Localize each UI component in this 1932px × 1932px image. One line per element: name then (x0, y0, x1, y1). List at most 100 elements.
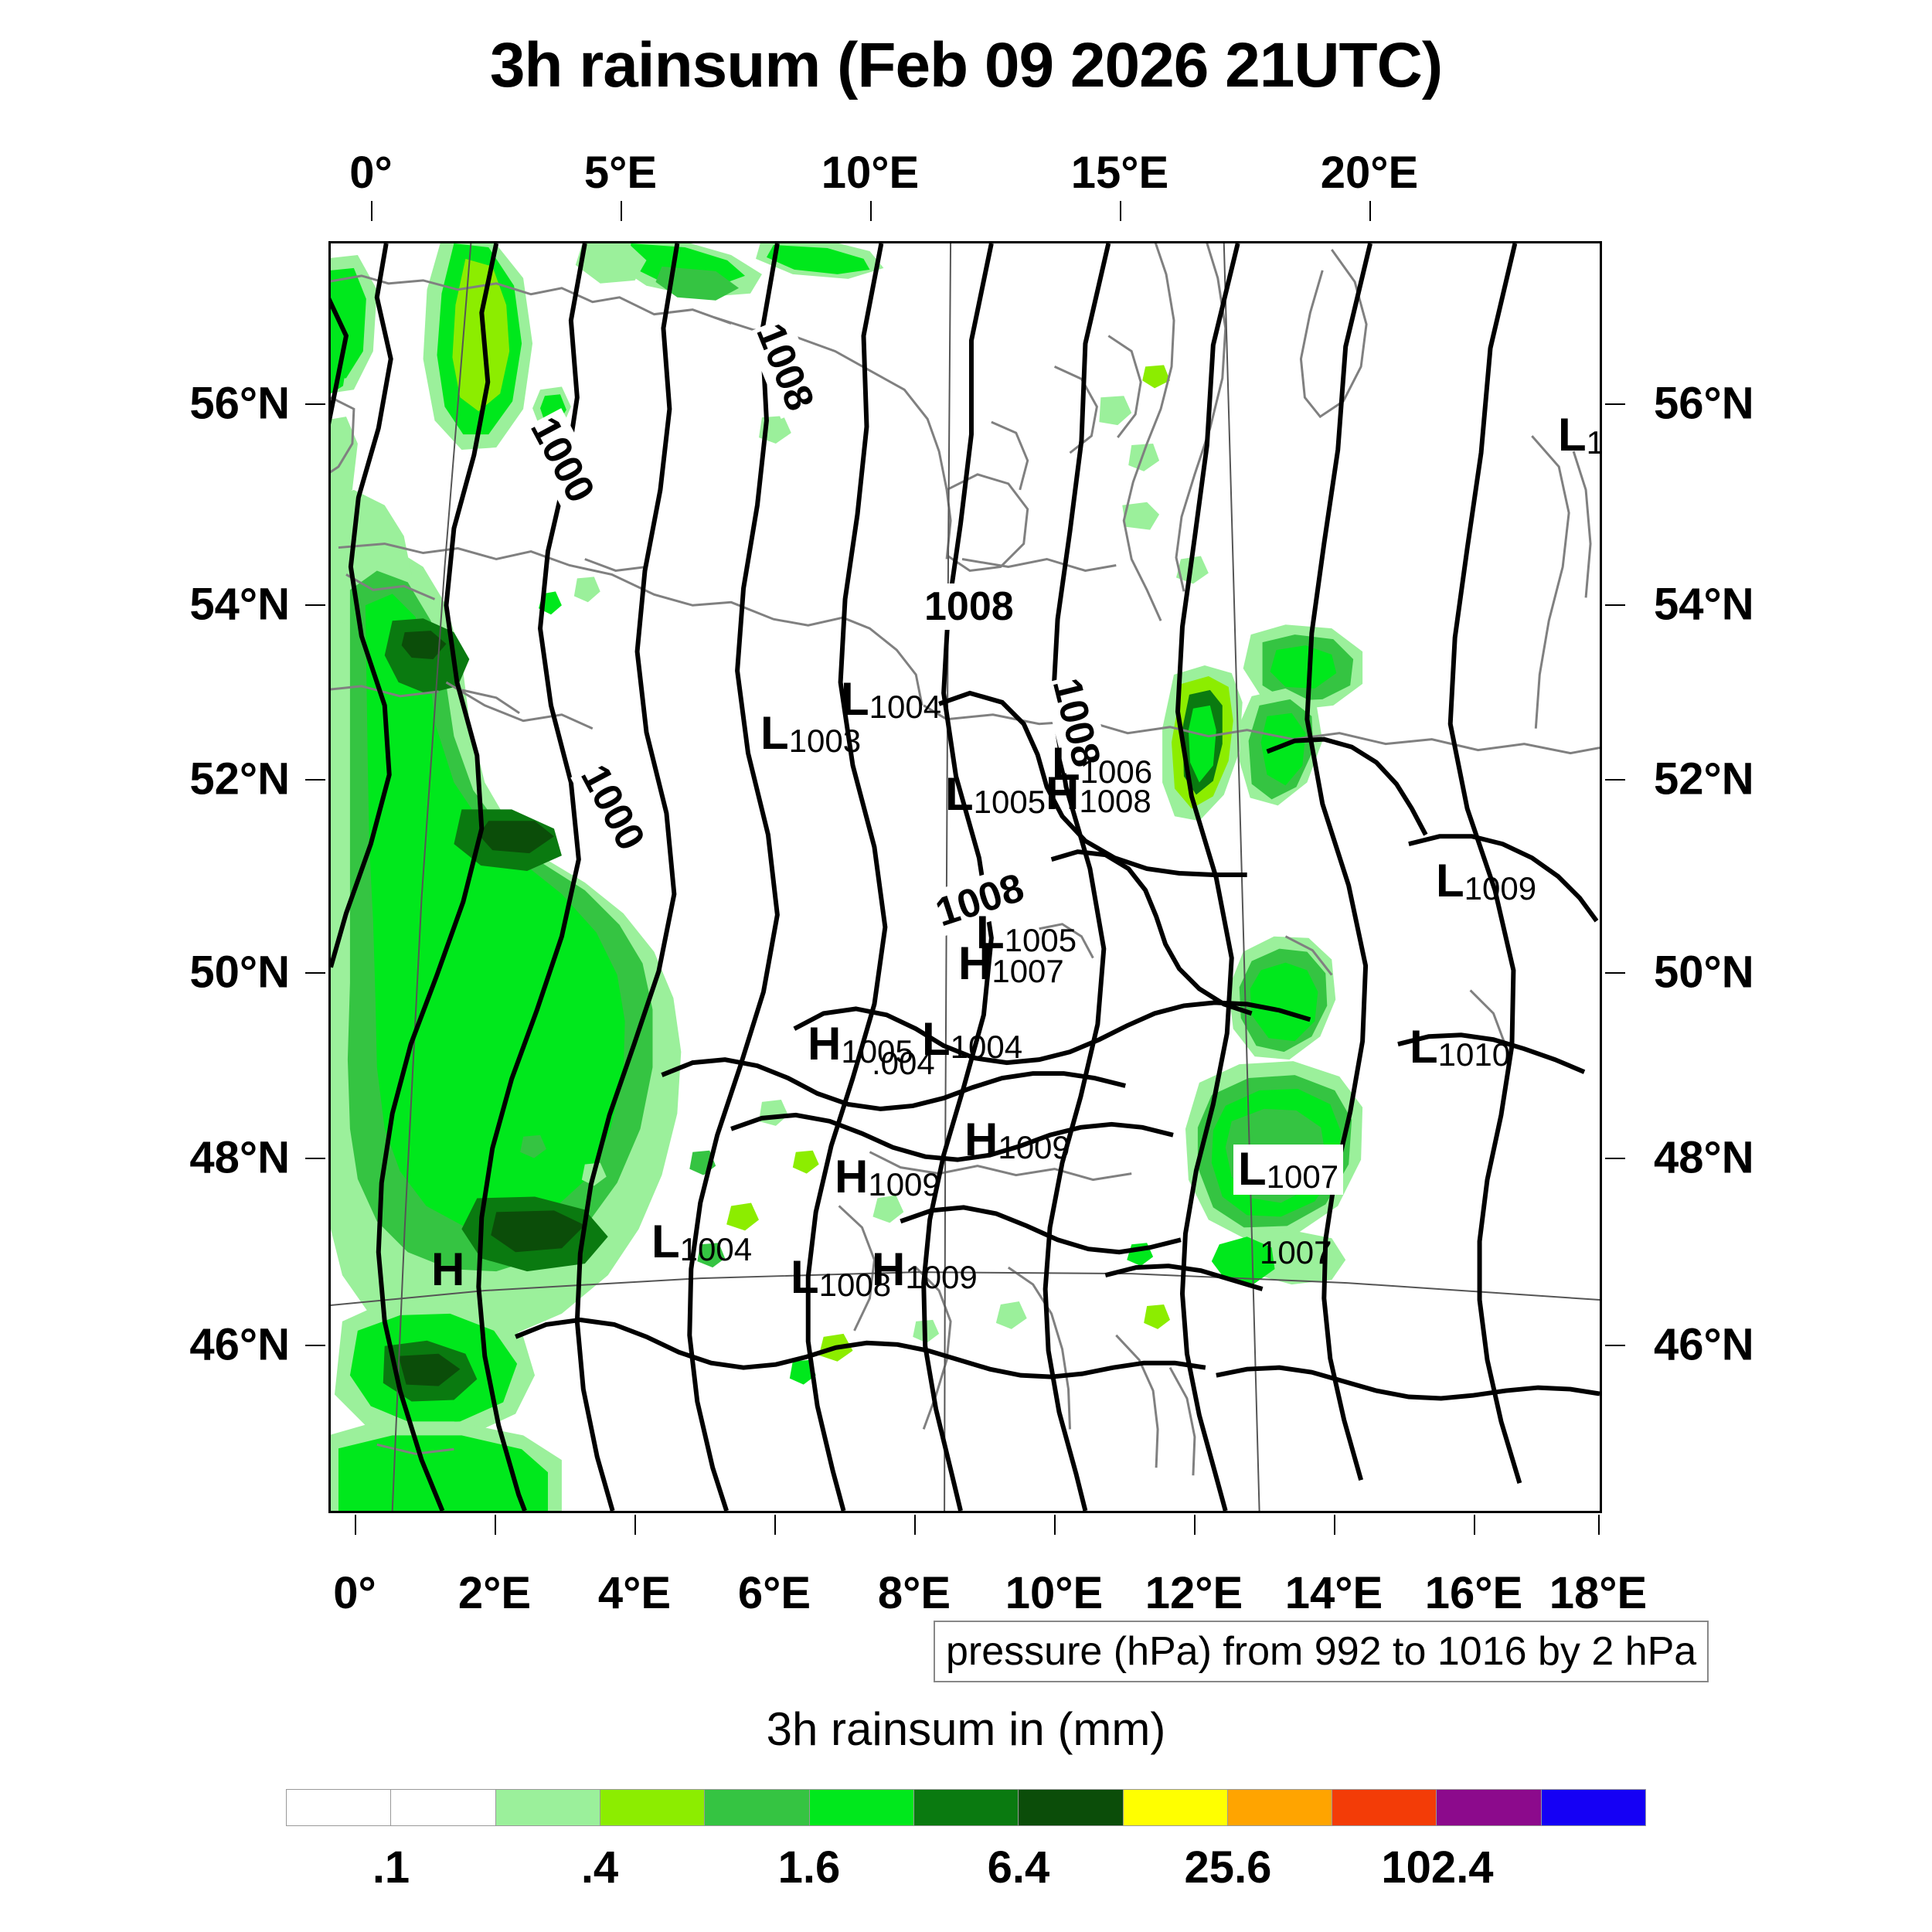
colorbar-tick-1: .4 (580, 1842, 619, 1893)
tick-bot-5 (1054, 1515, 1056, 1535)
axis-label-top-2: 10°E (821, 148, 920, 198)
axis-label-left-4: 48°N (189, 1132, 290, 1183)
tick-top-4 (1369, 201, 1371, 221)
page-title: 3h rainsum (Feb 09 2026 21UTC) (489, 30, 1443, 100)
map-plot-area[interactable]: 1000 1000 1008 1008 1008 1008 L1010 H101… (328, 241, 1602, 1513)
marker-type-h: H (431, 1243, 465, 1295)
axis-label-right-5: 46°N (1654, 1319, 1754, 1370)
pressure-marker-h-1005: H1005 (808, 1018, 913, 1070)
pressure-marker-l-1006: L1006 (1052, 738, 1153, 790)
axis-label-right-3: 50°N (1654, 947, 1754, 998)
tick-bot-4 (914, 1515, 916, 1535)
axis-label-left-5: 46°N (189, 1319, 290, 1370)
tick-bot-3 (774, 1515, 776, 1535)
tick-right-5 (1605, 1345, 1625, 1346)
tick-left-3 (305, 972, 325, 974)
pressure-marker-l-1007-bottom: 1007 (1260, 1234, 1332, 1270)
pressure-marker-l-1005-north: L1005 (945, 768, 1046, 820)
tick-top-3 (1120, 201, 1121, 221)
colorbar[interactable] (286, 1789, 1646, 1826)
colorbar-segment-5[interactable] (809, 1790, 914, 1825)
pressure-caption-box: pressure (hPa) from 992 to 1016 by 2 hPa (934, 1621, 1709, 1682)
tick-bot-2 (634, 1515, 636, 1535)
pressure-contours (331, 243, 1600, 1511)
axis-label-bottom-6: 12°E (1145, 1568, 1243, 1618)
tick-right-2 (1605, 779, 1625, 781)
colorbar-segment-1[interactable] (391, 1790, 496, 1825)
tick-left-1 (305, 604, 325, 606)
axis-label-top-1: 5°E (583, 148, 658, 198)
colorbar-segment-9[interactable] (1227, 1790, 1333, 1825)
colorbar-segment-6[interactable] (913, 1790, 1019, 1825)
pressure-marker-l-1010-east: L1010 (1410, 1021, 1511, 1073)
colorbar-tick-3: 6.4 (987, 1842, 1050, 1893)
pressure-marker-l-1007-boxed: L1007 (1233, 1145, 1344, 1195)
pressure-marker-l-1008-bottom: L1008 (791, 1251, 892, 1303)
pressure-marker-h-clipped-bottom: H (431, 1247, 464, 1293)
axis-label-bottom-0: 0° (333, 1568, 376, 1618)
tick-bot-8 (1474, 1515, 1475, 1535)
tick-right-1 (1605, 604, 1625, 606)
pressure-marker-l-1005-south: L1005 (976, 906, 1077, 958)
colorbar-tick-4: 25.6 (1184, 1842, 1272, 1893)
axis-label-bottom-4: 8°E (877, 1568, 951, 1618)
axis-label-top-0: 0° (349, 148, 393, 198)
tick-bot-0 (355, 1515, 356, 1535)
colorbar-tick-5: 102.4 (1381, 1842, 1494, 1893)
tick-left-0 (305, 403, 325, 405)
contour-label-1008-mid: 1008 (923, 583, 1015, 630)
colorbar-tick-0: .1 (372, 1842, 410, 1893)
tick-right-0 (1605, 403, 1625, 405)
axis-label-left-1: 54°N (189, 579, 290, 630)
tick-bot-9 (1598, 1515, 1600, 1535)
axis-label-bottom-3: 6°E (737, 1568, 811, 1618)
axis-label-top-3: 15°E (1070, 148, 1169, 198)
pressure-marker-h-1009-north: H1009 (964, 1114, 1070, 1165)
axis-label-bottom-5: 10°E (1005, 1568, 1104, 1618)
tick-bot-6 (1194, 1515, 1196, 1535)
colorbar-segment-10[interactable] (1332, 1790, 1437, 1825)
pressure-marker-l-004: .004 (872, 1045, 935, 1081)
tick-left-2 (305, 779, 325, 781)
axis-label-left-2: 52°N (189, 753, 290, 804)
axis-label-right-2: 52°N (1654, 753, 1754, 804)
precipitation-shading (331, 243, 1363, 1511)
map-canvas (331, 243, 1600, 1511)
tick-top-0 (371, 201, 372, 221)
tick-left-5 (305, 1345, 325, 1346)
pressure-marker-l-1004-mid: L1004 (922, 1013, 1023, 1065)
colorbar-segment-2[interactable] (495, 1790, 600, 1825)
colorbar-segment-3[interactable] (600, 1790, 706, 1825)
colorbar-segment-11[interactable] (1437, 1790, 1542, 1825)
tick-top-2 (870, 201, 872, 221)
tick-right-3 (1605, 972, 1625, 974)
axis-label-bottom-2: 4°E (597, 1568, 672, 1618)
axis-label-bottom-1: 2°E (457, 1568, 532, 1618)
pressure-marker-l-1004-west: L1004 (841, 673, 942, 725)
tick-bot-1 (495, 1515, 496, 1535)
colorbar-segment-4[interactable] (705, 1790, 810, 1825)
pressure-marker-h-1007: H1007 (958, 937, 1064, 989)
axis-label-left-3: 50°N (189, 947, 290, 998)
axis-label-bottom-9: 18°E (1549, 1568, 1648, 1618)
axis-label-bottom-7: 14°E (1284, 1568, 1383, 1618)
colorbar-segment-7[interactable] (1019, 1790, 1124, 1825)
colorbar-segment-0[interactable] (287, 1790, 392, 1825)
tick-top-1 (621, 201, 622, 221)
pressure-marker-h-1009-bottom: H1009 (872, 1243, 978, 1295)
tick-left-4 (305, 1158, 325, 1159)
axis-label-left-0: 56°N (189, 378, 290, 429)
graticule (331, 243, 1600, 1511)
pressure-marker-l-10-clipped: L10 (1558, 409, 1600, 461)
colorbar-title: 3h rainsum in (mm) (766, 1703, 1166, 1755)
pressure-marker-l-1004-bottom: L1004 (651, 1216, 753, 1267)
axis-label-right-1: 54°N (1654, 579, 1754, 630)
colorbar-tick-2: 1.6 (777, 1842, 841, 1893)
axis-label-top-4: 20°E (1320, 148, 1419, 198)
colorbar-segment-12[interactable] (1541, 1790, 1646, 1825)
pressure-marker-h-1009-west: H1009 (835, 1151, 940, 1202)
tick-right-4 (1605, 1158, 1625, 1159)
axis-label-right-4: 48°N (1654, 1132, 1754, 1183)
axis-label-bottom-8: 16°E (1424, 1568, 1523, 1618)
colorbar-segment-8[interactable] (1123, 1790, 1228, 1825)
